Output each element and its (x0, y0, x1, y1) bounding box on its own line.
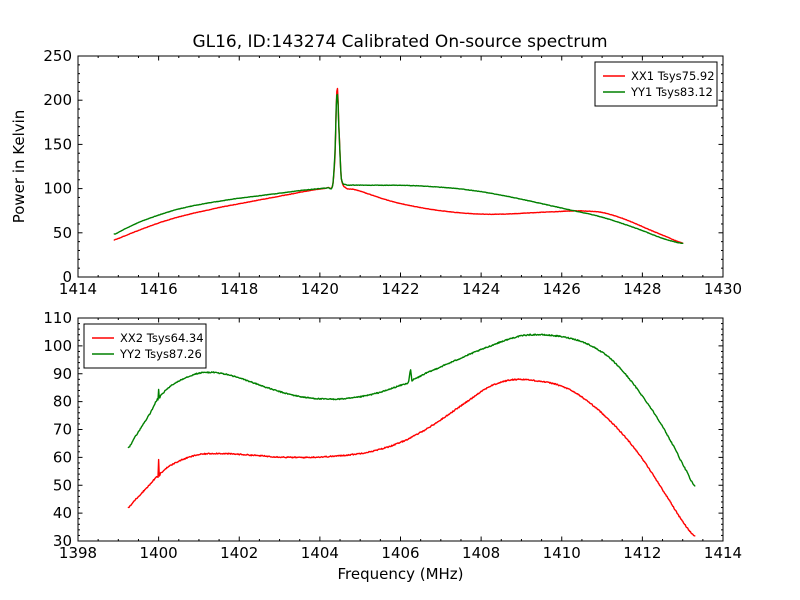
xtick-label: 1424 (462, 280, 500, 298)
legend-label: YY2 Tsys87.26 (119, 347, 202, 361)
xtick-label: 1408 (462, 544, 500, 562)
legend-box (594, 61, 718, 107)
ytick-label: 0 (62, 268, 72, 286)
xtick-label: 1410 (543, 544, 581, 562)
xtick-label: 1426 (543, 280, 581, 298)
panel-top-panel: 1414 1416 1418 1420 1422 1424 1426 1428 1430 0 50 1… (10, 47, 742, 298)
legend-label: XX1 Tsys75.92 (631, 69, 715, 83)
series-line-xx1 (113, 87, 684, 244)
xtick-label: 1412 (623, 544, 661, 562)
panel-bottom-panel: 1398 1400 1402 1404 1406 1408 1410 1412 1414 30 40… (43, 309, 742, 583)
data-layer (113, 87, 684, 245)
series-line-xx2 (127, 378, 696, 537)
ytick-label: 80 (53, 393, 72, 411)
x-axis-label: Frequency (MHz) (337, 565, 463, 583)
ytick-label: 110 (43, 309, 72, 327)
xtick-label: 1402 (220, 544, 258, 562)
xtick-label: 1398 (59, 544, 97, 562)
legend[interactable]: XX2 Tsys64.34 YY2 Tsys87.26 (83, 323, 207, 369)
xtick-label: 1400 (140, 544, 178, 562)
xtick-label: 1406 (381, 544, 419, 562)
xtick-label: 1414 (59, 280, 97, 298)
legend-box (83, 323, 207, 369)
ytick-label: 200 (43, 91, 72, 109)
series-line-yy2 (127, 333, 696, 487)
data-layer (127, 333, 696, 537)
ytick-label: 40 (53, 504, 72, 522)
xtick-label: 1430 (704, 280, 742, 298)
y-axis-label: Power in Kelvin (10, 110, 28, 224)
legend-label: YY1 Tsys83.12 (630, 85, 713, 99)
xtick-label: 1404 (301, 544, 339, 562)
ytick-label: 50 (53, 224, 72, 242)
xtick-label: 1420 (301, 280, 339, 298)
xtick-label: 1428 (623, 280, 661, 298)
ytick-label: 90 (53, 365, 72, 383)
legend[interactable]: XX1 Tsys75.92 YY1 Tsys83.12 (594, 61, 718, 107)
xtick-label: 1418 (220, 280, 258, 298)
xtick-label: 1416 (140, 280, 178, 298)
figure-title: GL16, ID:143274 Calibrated On-source spe… (192, 32, 607, 52)
ytick-label: 60 (53, 448, 72, 466)
ytick-label: 100 (43, 337, 72, 355)
ytick-label: 30 (53, 532, 72, 550)
ytick-label: 50 (53, 476, 72, 494)
legend-label: XX2 Tsys64.34 (120, 331, 204, 345)
ytick-label: 100 (43, 180, 72, 198)
xtick-label: 1414 (704, 544, 742, 562)
xtick-label: 1422 (381, 280, 419, 298)
series-line-yy1 (113, 93, 684, 245)
ytick-label: 250 (43, 47, 72, 65)
ytick-label: 70 (53, 421, 72, 439)
ytick-label: 150 (43, 135, 72, 153)
